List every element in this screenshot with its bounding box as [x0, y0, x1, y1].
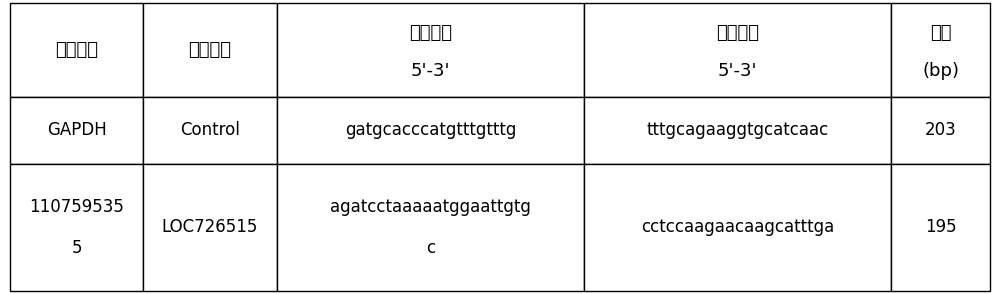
Text: Control: Control [180, 121, 240, 139]
Text: 基因名称: 基因名称 [189, 41, 232, 59]
Text: gatgcacccatgtttgtttg: gatgcacccatgtttgtttg [345, 121, 516, 139]
Text: 110759535

5: 110759535 5 [29, 198, 124, 257]
Bar [584, 164, 891, 291]
Text: 5'-3': 5'-3' [718, 61, 758, 80]
Bar [277, 97, 584, 164]
Text: 195: 195 [925, 218, 957, 236]
Bar [891, 164, 990, 291]
Bar [10, 164, 143, 291]
Bar [143, 164, 277, 291]
Bar [891, 3, 990, 97]
Text: tttgcagaaggtgcatcaac: tttgcagaaggtgcatcaac [647, 121, 829, 139]
Bar [277, 164, 584, 291]
Text: 反义引物: 反义引物 [716, 24, 759, 42]
Text: 正义引物: 正义引物 [409, 24, 452, 42]
Text: 产物: 产物 [930, 24, 951, 42]
Text: 5'-3': 5'-3' [411, 61, 450, 80]
Text: GAPDH: GAPDH [47, 121, 107, 139]
Bar [584, 97, 891, 164]
Bar [143, 3, 277, 97]
Text: cctccaagaacaagcatttga: cctccaagaacaagcatttga [641, 218, 834, 236]
Text: 基因编号: 基因编号 [55, 41, 98, 59]
Text: (bp): (bp) [922, 61, 959, 80]
Text: LOC726515: LOC726515 [162, 218, 258, 236]
Bar [143, 97, 277, 164]
Bar [277, 3, 584, 97]
Text: 203: 203 [925, 121, 957, 139]
Bar [584, 3, 891, 97]
Bar [10, 97, 143, 164]
Bar [10, 3, 143, 97]
Text: agatcctaaaaatggaattgtg

c: agatcctaaaaatggaattgtg c [330, 198, 531, 257]
Bar [891, 97, 990, 164]
